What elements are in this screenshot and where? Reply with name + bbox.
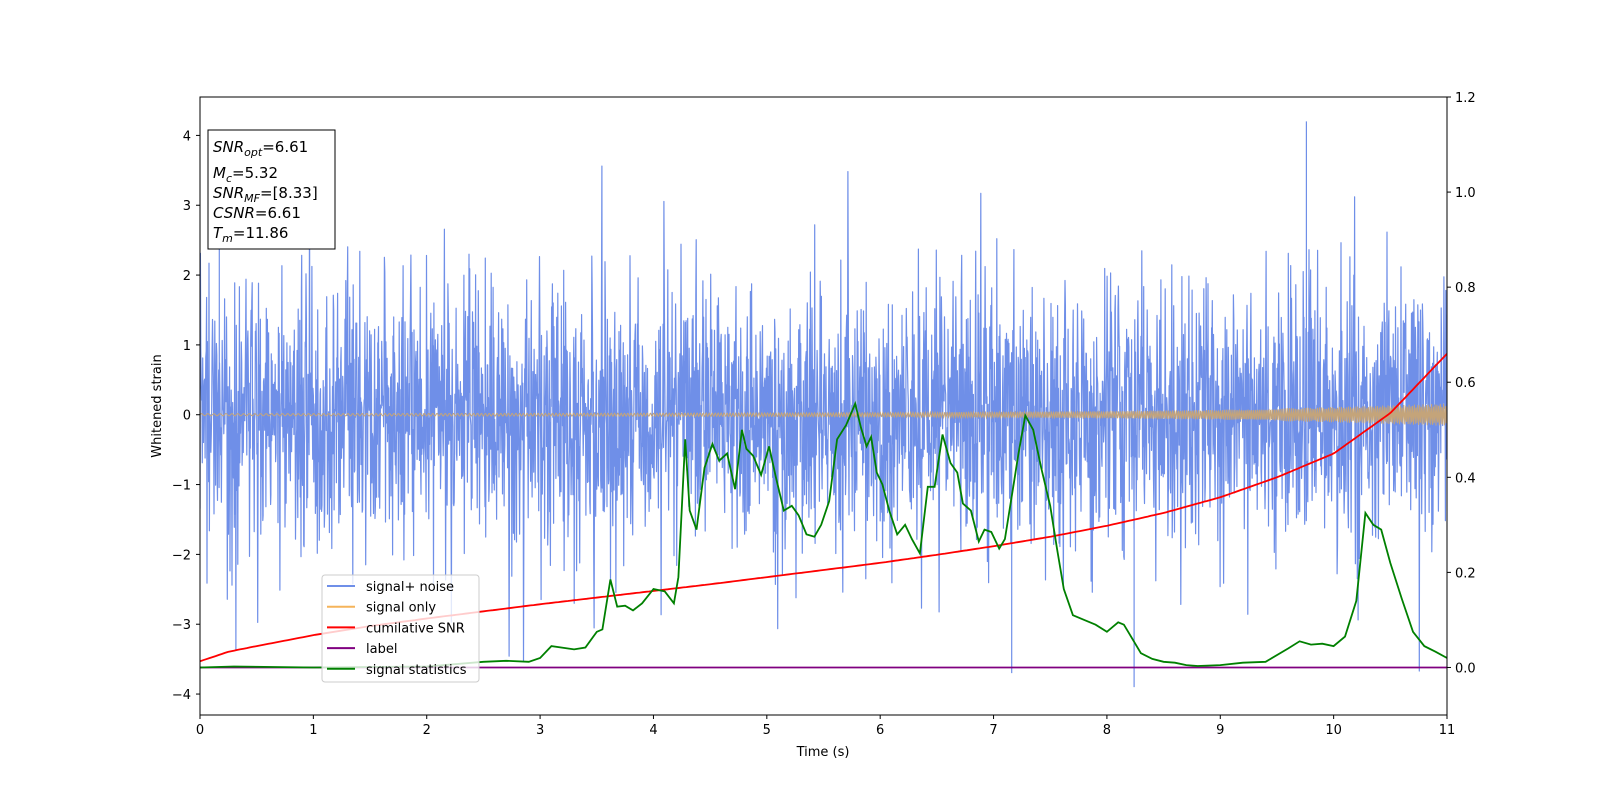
series-signal-noise-line [200,121,1447,688]
y2-tick-label: 0.6 [1455,376,1476,391]
y-tick-label: −3 [172,618,191,633]
x-tick-label: 9 [1216,723,1224,738]
x-tick-label: 5 [763,723,771,738]
legend-label: label [366,642,397,657]
info-box-line: CSNR=6.61 [213,204,301,222]
legend-label: signal only [366,601,436,616]
y-axis-left: 4 3 2 1 0 −1 −2 −3 −4 [172,129,200,703]
y-tick-label: 2 [183,269,191,284]
y-tick-label: −1 [172,479,191,494]
x-tick-label: 8 [1103,723,1111,738]
y-tick-label: 1 [183,339,191,354]
x-tick-label: 1 [309,723,317,738]
y2-tick-label: 0.4 [1455,471,1476,486]
x-tick-label: 10 [1325,723,1342,738]
x-axis-title: Time (s) [796,745,850,760]
legend-label: signal+ noise [366,580,454,595]
x-tick-label: 7 [989,723,997,738]
legend-label: cumilative SNR [366,621,465,636]
legend-frame [321,574,480,683]
x-tick-label: 11 [1439,723,1456,738]
info-box-line: SNRopt=6.61 [213,138,308,159]
y-axis-title: Whitened strain [150,354,165,457]
plot-area [200,121,1447,688]
x-tick-label: 4 [649,723,657,738]
x-tick-label: 0 [196,723,204,738]
info-box-frame [207,129,336,250]
series-signal-only-line [200,403,1447,426]
y-tick-label: 0 [183,409,191,424]
series-signal-statistics-line [200,400,1447,669]
legend-label: signal statistics [366,663,467,678]
y-tick-label: −2 [172,548,191,563]
x-tick-label: 3 [536,723,544,738]
info-box-line: SNRMF=[8.33] [213,184,318,205]
y-tick-label: 3 [183,199,191,214]
legend: signal+ noise signal only cumilative SNR la… [321,574,480,683]
y2-tick-label: 1.2 [1455,91,1476,106]
x-tick-label: 6 [876,723,884,738]
plot-frame [199,96,1448,716]
info-box-line: Mc=5.32 [213,164,278,185]
info-box-line: Tm=11.86 [213,224,288,245]
y-axis-right: 1.2 1.0 0.8 0.6 0.4 0.2 0.0 [1447,91,1476,676]
y-tick-label: −4 [172,688,191,703]
y2-tick-label: 0.2 [1455,566,1476,581]
y-tick-label: 4 [183,129,191,144]
x-tick-label: 2 [423,723,431,738]
y2-tick-label: 1.0 [1455,186,1476,201]
y2-tick-label: 0.8 [1455,281,1476,296]
y2-tick-label: 0.0 [1455,661,1476,676]
x-axis: 0 1 2 3 4 5 6 7 8 9 10 11 [196,715,1455,738]
